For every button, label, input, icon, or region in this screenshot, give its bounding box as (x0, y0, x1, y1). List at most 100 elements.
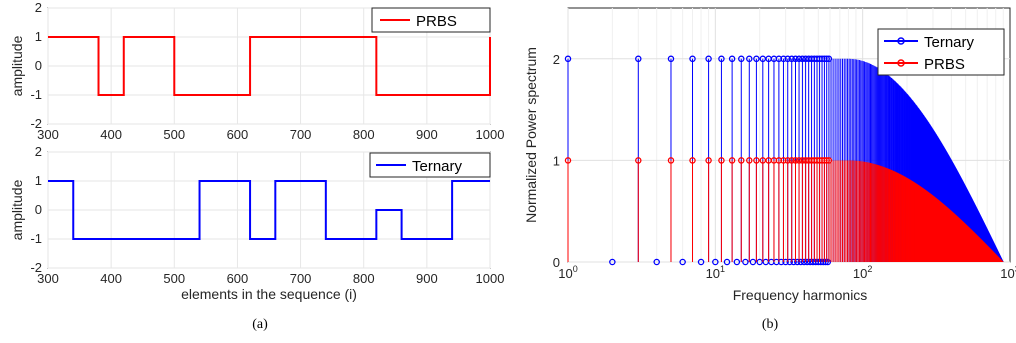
stem-marker (756, 258, 763, 266)
x-tick-label: 900 (416, 127, 438, 142)
stem-marker (712, 258, 719, 266)
stem-marker (738, 157, 745, 164)
y-tick-label: -1 (30, 87, 42, 102)
stem-marker (749, 258, 757, 266)
y-tick-label: 2 (553, 52, 560, 67)
legend: PRBS (371, 7, 491, 33)
stem-marker (786, 258, 794, 266)
legend-marker-ternary (897, 37, 905, 45)
stem-marker (790, 258, 797, 266)
stem-marker (797, 258, 805, 266)
x-axis-label: elements in the sequence (i) (181, 286, 357, 302)
stem-marker (795, 157, 803, 164)
y-tick-label: 0 (35, 202, 42, 217)
stem-marker (705, 55, 712, 63)
stem-marker (689, 55, 696, 63)
legend-label-prbs: PRBS (924, 56, 965, 73)
stem-marker (746, 157, 753, 164)
x-tick-label: 800 (353, 271, 375, 286)
x-tick-label: 300 (37, 127, 59, 142)
stem-marker (788, 55, 795, 63)
ternary-series-line (48, 180, 490, 240)
x-tick-label: 500 (163, 127, 185, 142)
stem-marker (800, 258, 808, 266)
x-tick-label: 103 (1000, 264, 1016, 281)
y-axis-label: amplitude (9, 179, 25, 240)
stem-marker (564, 55, 572, 63)
stem-marker (728, 157, 736, 164)
stem-marker (728, 55, 736, 63)
legend-label-prbs: PRBS (416, 13, 457, 30)
x-tick-label: 800 (353, 127, 375, 142)
legend: Ternary (369, 152, 491, 178)
stem-marker (753, 55, 760, 63)
stem-marker (822, 258, 829, 266)
y-tick-label: 2 (35, 144, 42, 159)
y-axis-label: amplitude (9, 35, 25, 96)
stem-marker (564, 157, 572, 164)
stem-marker (667, 157, 675, 164)
stem-marker (738, 55, 745, 63)
x-tick-label: 700 (290, 271, 312, 286)
x-tick-label: 500 (163, 271, 185, 286)
y-tick-label: -1 (30, 231, 42, 246)
stem-marker (795, 55, 803, 63)
legend-label-ternary: Ternary (924, 34, 975, 51)
y-tick-label: 1 (553, 153, 560, 168)
x-axis-label: Frequency harmonics (733, 287, 868, 303)
x-tick-label: 1000 (476, 127, 505, 142)
stem-marker (733, 258, 741, 266)
stem-marker (689, 157, 696, 164)
x-tick-label: 600 (227, 271, 249, 286)
stem-marker (788, 157, 795, 164)
stem-marker (667, 55, 675, 63)
legend-label-ternary: Ternary (412, 158, 463, 175)
y-tick-label: -2 (30, 260, 42, 275)
stem-marker (794, 258, 801, 266)
stem-marker (792, 157, 799, 164)
stem-marker (609, 258, 616, 266)
stem-marker (718, 157, 725, 164)
x-tick-label: 400 (100, 127, 122, 142)
stem-marker (718, 55, 725, 63)
stem-marker (635, 55, 642, 63)
stem-marker (723, 258, 731, 266)
stem-series-prbs (564, 157, 1004, 262)
y-tick-label: 1 (35, 173, 42, 188)
y-tick-label: 1 (35, 29, 42, 44)
panel-a-bottom: 2 1 0 -1 -2 300 400 500 600 700 800 900 1000 Ternar… (9, 144, 504, 302)
x-tick-label: 600 (227, 127, 249, 142)
stem-marker (746, 55, 753, 63)
y-tick-label: -2 (30, 116, 42, 131)
stem-marker (697, 258, 705, 266)
y-tick-label: 2 (35, 0, 42, 15)
stem-marker (705, 157, 712, 164)
prbs-series-line (48, 36, 491, 96)
x-tick-label: 400 (100, 271, 122, 286)
panel-a-top: 2 1 0 -1 -2 300 400 500 600 700 800 900 1000 PRBS a… (9, 0, 504, 142)
y-tick-label: 0 (553, 255, 560, 270)
stem-marker (799, 157, 806, 164)
stem-marker (635, 157, 642, 164)
stem-marker (679, 258, 686, 266)
stem-marker (753, 157, 760, 164)
x-tick-label: 300 (37, 271, 59, 286)
x-tick-label: 100 (558, 264, 577, 281)
x-tick-label: 1000 (476, 271, 505, 286)
caption-b: (b) (762, 317, 779, 332)
x-tick-label: 700 (290, 127, 312, 142)
stem-marker (780, 55, 787, 63)
stem-marker (824, 258, 832, 266)
stem-marker (742, 258, 749, 266)
stem-marker (799, 55, 806, 63)
x-tick-label: 102 (853, 264, 872, 281)
stem-marker (784, 55, 791, 63)
legend-marker-prbs (897, 59, 905, 67)
x-tick-label: 101 (706, 264, 725, 281)
stem-marker (653, 258, 660, 266)
caption-a: (a) (252, 317, 268, 332)
stem-marker (792, 55, 799, 63)
panel-b: 2 1 0 100 101 102 103 Ternary PRBS Normalized… (523, 7, 1016, 303)
stem-marker (784, 157, 791, 164)
